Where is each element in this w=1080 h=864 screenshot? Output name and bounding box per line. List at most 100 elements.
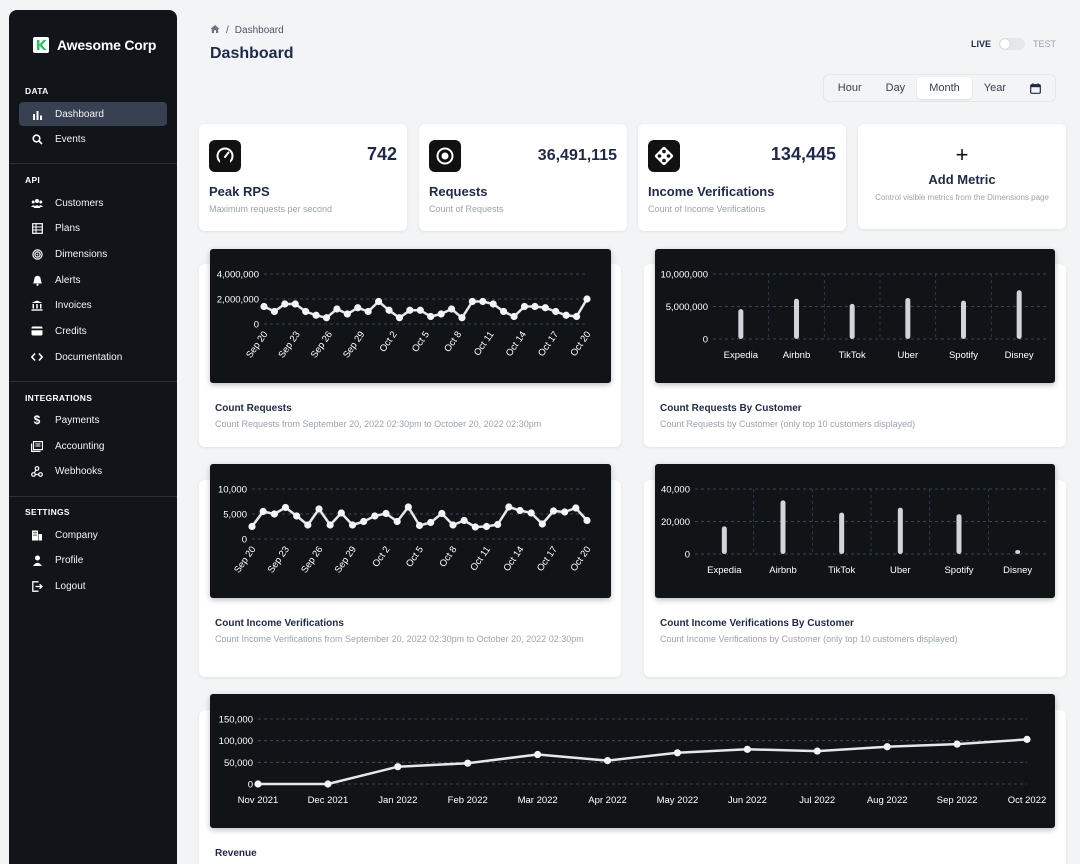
logout-icon: [31, 580, 43, 592]
chart-svg: 0 20,000 40,000 Expedia Airbnb TikTok Uber Spot…: [661, 485, 1047, 576]
sidebar-item-label: Invoices: [55, 299, 92, 311]
data-point: [500, 307, 508, 316]
sidebar-item-webhooks[interactable]: Webhooks: [19, 459, 167, 483]
data-point: [322, 314, 331, 322]
data-point: [494, 520, 502, 529]
data-point: [393, 517, 401, 526]
metric-card-requests[interactable]: 36,491,115 Requests Count of Requests: [419, 124, 627, 231]
bar: [738, 309, 744, 339]
data-point: [416, 306, 424, 314]
section-label-settings: SETTINGS: [25, 507, 70, 517]
y-tick-label: 2,000,000: [217, 295, 259, 306]
data-point: [348, 521, 357, 529]
x-tick-label: Oct 2022: [1008, 795, 1047, 806]
code-icon: [31, 351, 43, 363]
sidebar-item-payments[interactable]: $ Payments: [19, 408, 167, 432]
data-point: [343, 310, 351, 318]
data-point: [471, 523, 479, 531]
range-hour[interactable]: Hour: [837, 82, 862, 94]
x-tick-label: Oct 20: [568, 329, 593, 358]
data-point: [743, 745, 751, 753]
data-point: [248, 522, 256, 531]
data-point: [673, 749, 682, 757]
y-tick-label: 0: [685, 550, 690, 561]
sidebar-item-company[interactable]: Company: [19, 523, 167, 547]
data-point: [371, 512, 379, 520]
data-point: [382, 509, 390, 518]
range-year[interactable]: Year: [983, 82, 1006, 94]
x-tick-label: Jun 2022: [728, 795, 767, 806]
data-point: [304, 521, 312, 529]
x-tick-label: Nov 2021: [238, 795, 279, 806]
credit-card-icon: [31, 325, 43, 337]
chart-title: Revenue: [215, 848, 257, 859]
sidebar-item-documentation[interactable]: Documentation: [19, 345, 167, 369]
sidebar-item-credits[interactable]: Credits: [19, 319, 167, 343]
data-point: [505, 503, 513, 511]
add-metric-card[interactable]: + Add Metric Control visible metrics fro…: [858, 124, 1066, 229]
sidebar-item-dashboard[interactable]: Dashboard: [19, 102, 167, 126]
data-point: [394, 763, 402, 771]
sidebar-item-accounting[interactable]: Accounting: [19, 434, 167, 458]
sidebar-item-dimensions[interactable]: Dimensions: [19, 242, 167, 266]
data-point: [583, 516, 591, 525]
x-tick-label: Uber: [890, 565, 911, 576]
chart-title: Count Requests By Customer: [660, 403, 802, 414]
home-icon[interactable]: [210, 24, 220, 37]
x-tick-label: Oct 11: [472, 329, 497, 358]
chart-revenue: 0 50,000 100,000 150,000 Nov 2021 Dec 2021 Jan…: [210, 694, 1055, 828]
add-metric-subtitle: Control visible metrics from the Dimensi…: [875, 193, 1049, 202]
metric-value: 36,491,115: [537, 147, 617, 164]
data-point: [549, 507, 558, 515]
sidebar-item-plans[interactable]: Plans: [19, 216, 167, 240]
y-tick-label: 20,000: [661, 517, 690, 528]
data-point: [534, 750, 542, 759]
bar: [780, 500, 786, 554]
sidebar-item-label: Payments: [55, 414, 100, 426]
data-point: [293, 512, 301, 520]
sidebar-item-logout[interactable]: Logout: [19, 574, 167, 598]
building-icon: [31, 529, 43, 541]
range-day[interactable]: Day: [885, 82, 906, 94]
sidebar-item-alerts[interactable]: Alerts: [19, 268, 167, 292]
x-tick-label: Oct 11: [468, 544, 493, 573]
section-label-data: DATA: [25, 86, 49, 96]
y-tick-label: 0: [242, 535, 247, 546]
x-tick-label: Mar 2022: [518, 795, 558, 806]
sidebar-divider: [9, 496, 177, 497]
plus-icon: +: [955, 142, 969, 167]
sidebar-item-customers[interactable]: Customers: [19, 191, 167, 215]
mode-switch[interactable]: [998, 38, 1025, 50]
metric-card-peak-rps[interactable]: 742 Peak RPS Maximum requests per second: [199, 124, 407, 231]
bar: [794, 298, 799, 339]
x-tick-label: Sep 20: [244, 329, 270, 360]
range-month[interactable]: Month: [917, 77, 972, 99]
sidebar-item-label: Accounting: [55, 440, 105, 452]
data-point: [447, 305, 456, 313]
x-tick-label: Sep 26: [309, 329, 335, 360]
brand-logo-icon: [33, 37, 49, 53]
chart-income-by-customer: 0 20,000 40,000 Expedia Airbnb TikTok Uber Spot…: [655, 464, 1055, 598]
section-label-api: API: [25, 175, 41, 185]
sidebar-item-profile[interactable]: Profile: [19, 548, 167, 572]
breadcrumb-current[interactable]: Dashboard: [234, 25, 284, 36]
calendar-button[interactable]: [1018, 77, 1053, 99]
y-tick-label: 10,000,000: [660, 270, 708, 281]
metric-card-income-verifications[interactable]: 134,445 Income Verifications Count of In…: [638, 124, 846, 231]
bar: [1016, 290, 1022, 339]
sidebar-item-label: Webhooks: [55, 465, 103, 477]
sidebar-item-invoices[interactable]: Invoices: [19, 293, 167, 317]
bar: [1015, 549, 1021, 554]
data-point: [520, 302, 529, 311]
calendar-icon: [1030, 82, 1041, 94]
y-tick-label: 150,000: [219, 715, 253, 726]
data-point: [291, 300, 299, 308]
y-tick-label: 10,000: [218, 485, 247, 496]
data-point: [260, 302, 268, 311]
brand[interactable]: Awesome Corp: [33, 37, 156, 53]
sidebar-item-events[interactable]: Events: [19, 127, 167, 151]
x-tick-label: Sep 2022: [937, 795, 978, 806]
data-point: [281, 503, 290, 512]
live-test-toggle[interactable]: LIVE TEST: [971, 38, 1056, 50]
data-point: [333, 305, 341, 313]
